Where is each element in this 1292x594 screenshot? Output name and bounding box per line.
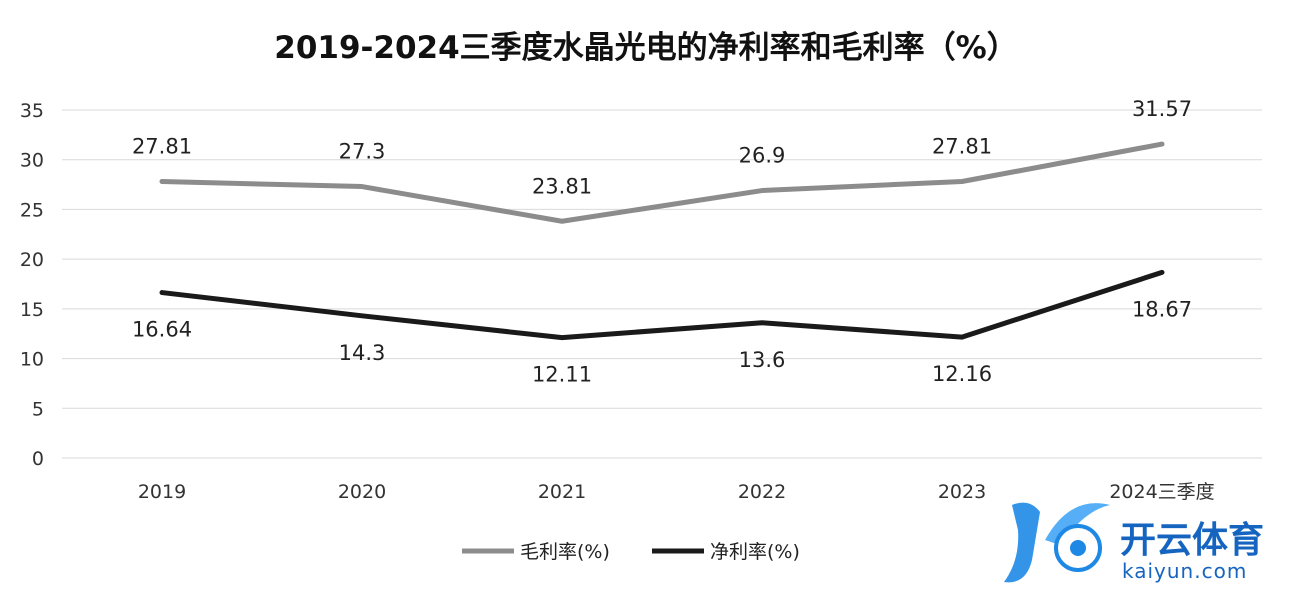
y-tick-label: 30 — [20, 150, 44, 172]
data-label: 12.16 — [932, 362, 992, 386]
data-label: 16.64 — [132, 318, 192, 342]
data-label: 14.3 — [339, 341, 386, 365]
data-label: 26.9 — [739, 144, 786, 168]
data-label: 27.81 — [132, 134, 192, 158]
data-label: 12.11 — [532, 363, 592, 387]
grid-lines — [62, 109, 1262, 459]
data-label: 27.3 — [339, 140, 386, 164]
series-line-0 — [159, 141, 1165, 224]
data-label: 31.57 — [1132, 97, 1192, 121]
x-tick-label: 2019 — [138, 481, 186, 503]
data-label: 13.6 — [739, 348, 786, 372]
legend: 毛利率(%) 净利率(%) — [462, 541, 800, 563]
y-tick-label: 0 — [32, 448, 44, 470]
x-tick-label: 2024三季度 — [1109, 481, 1214, 503]
y-tick-label: 5 — [32, 398, 44, 420]
x-tick-label: 2020 — [338, 481, 386, 503]
data-label: 18.67 — [1132, 297, 1192, 321]
watermark-text-en: kaiyun.com — [1122, 559, 1247, 583]
legend-label-0: 毛利率(%) — [520, 541, 610, 563]
y-tick-label: 15 — [20, 299, 44, 321]
legend-label-1: 净利率(%) — [710, 541, 800, 563]
y-tick-label: 35 — [20, 100, 44, 122]
chart-title: 2019-2024三季度水晶光电的净利率和毛利率（%） — [274, 30, 1017, 66]
data-label: 23.81 — [532, 174, 592, 198]
data-labels: 27.81 27.3 23.81 26.9 27.81 31.57 16.64 14.3 12.… — [132, 97, 1192, 386]
x-tick-label: 2022 — [738, 481, 786, 503]
series-group — [159, 141, 1165, 341]
y-tick-label: 20 — [20, 249, 44, 271]
y-tick-label: 10 — [20, 349, 44, 371]
watermark-ball-center — [1070, 540, 1086, 556]
y-tick-label: 25 — [20, 199, 44, 221]
series-line-1 — [159, 269, 1165, 341]
watermark-text-cn: 开云体育 — [1120, 520, 1264, 561]
x-axis: 2019 2020 2021 2022 2023 2024三季度 — [138, 481, 1215, 503]
y-axis: 0 5 10 15 20 25 30 35 — [20, 100, 44, 470]
data-label: 27.81 — [932, 134, 992, 158]
x-tick-label: 2021 — [538, 481, 586, 503]
x-tick-label: 2023 — [938, 481, 986, 503]
watermark-k-logo — [1004, 502, 1040, 583]
kaiyun-watermark: 开云体育 kaiyun.com — [1004, 502, 1264, 583]
